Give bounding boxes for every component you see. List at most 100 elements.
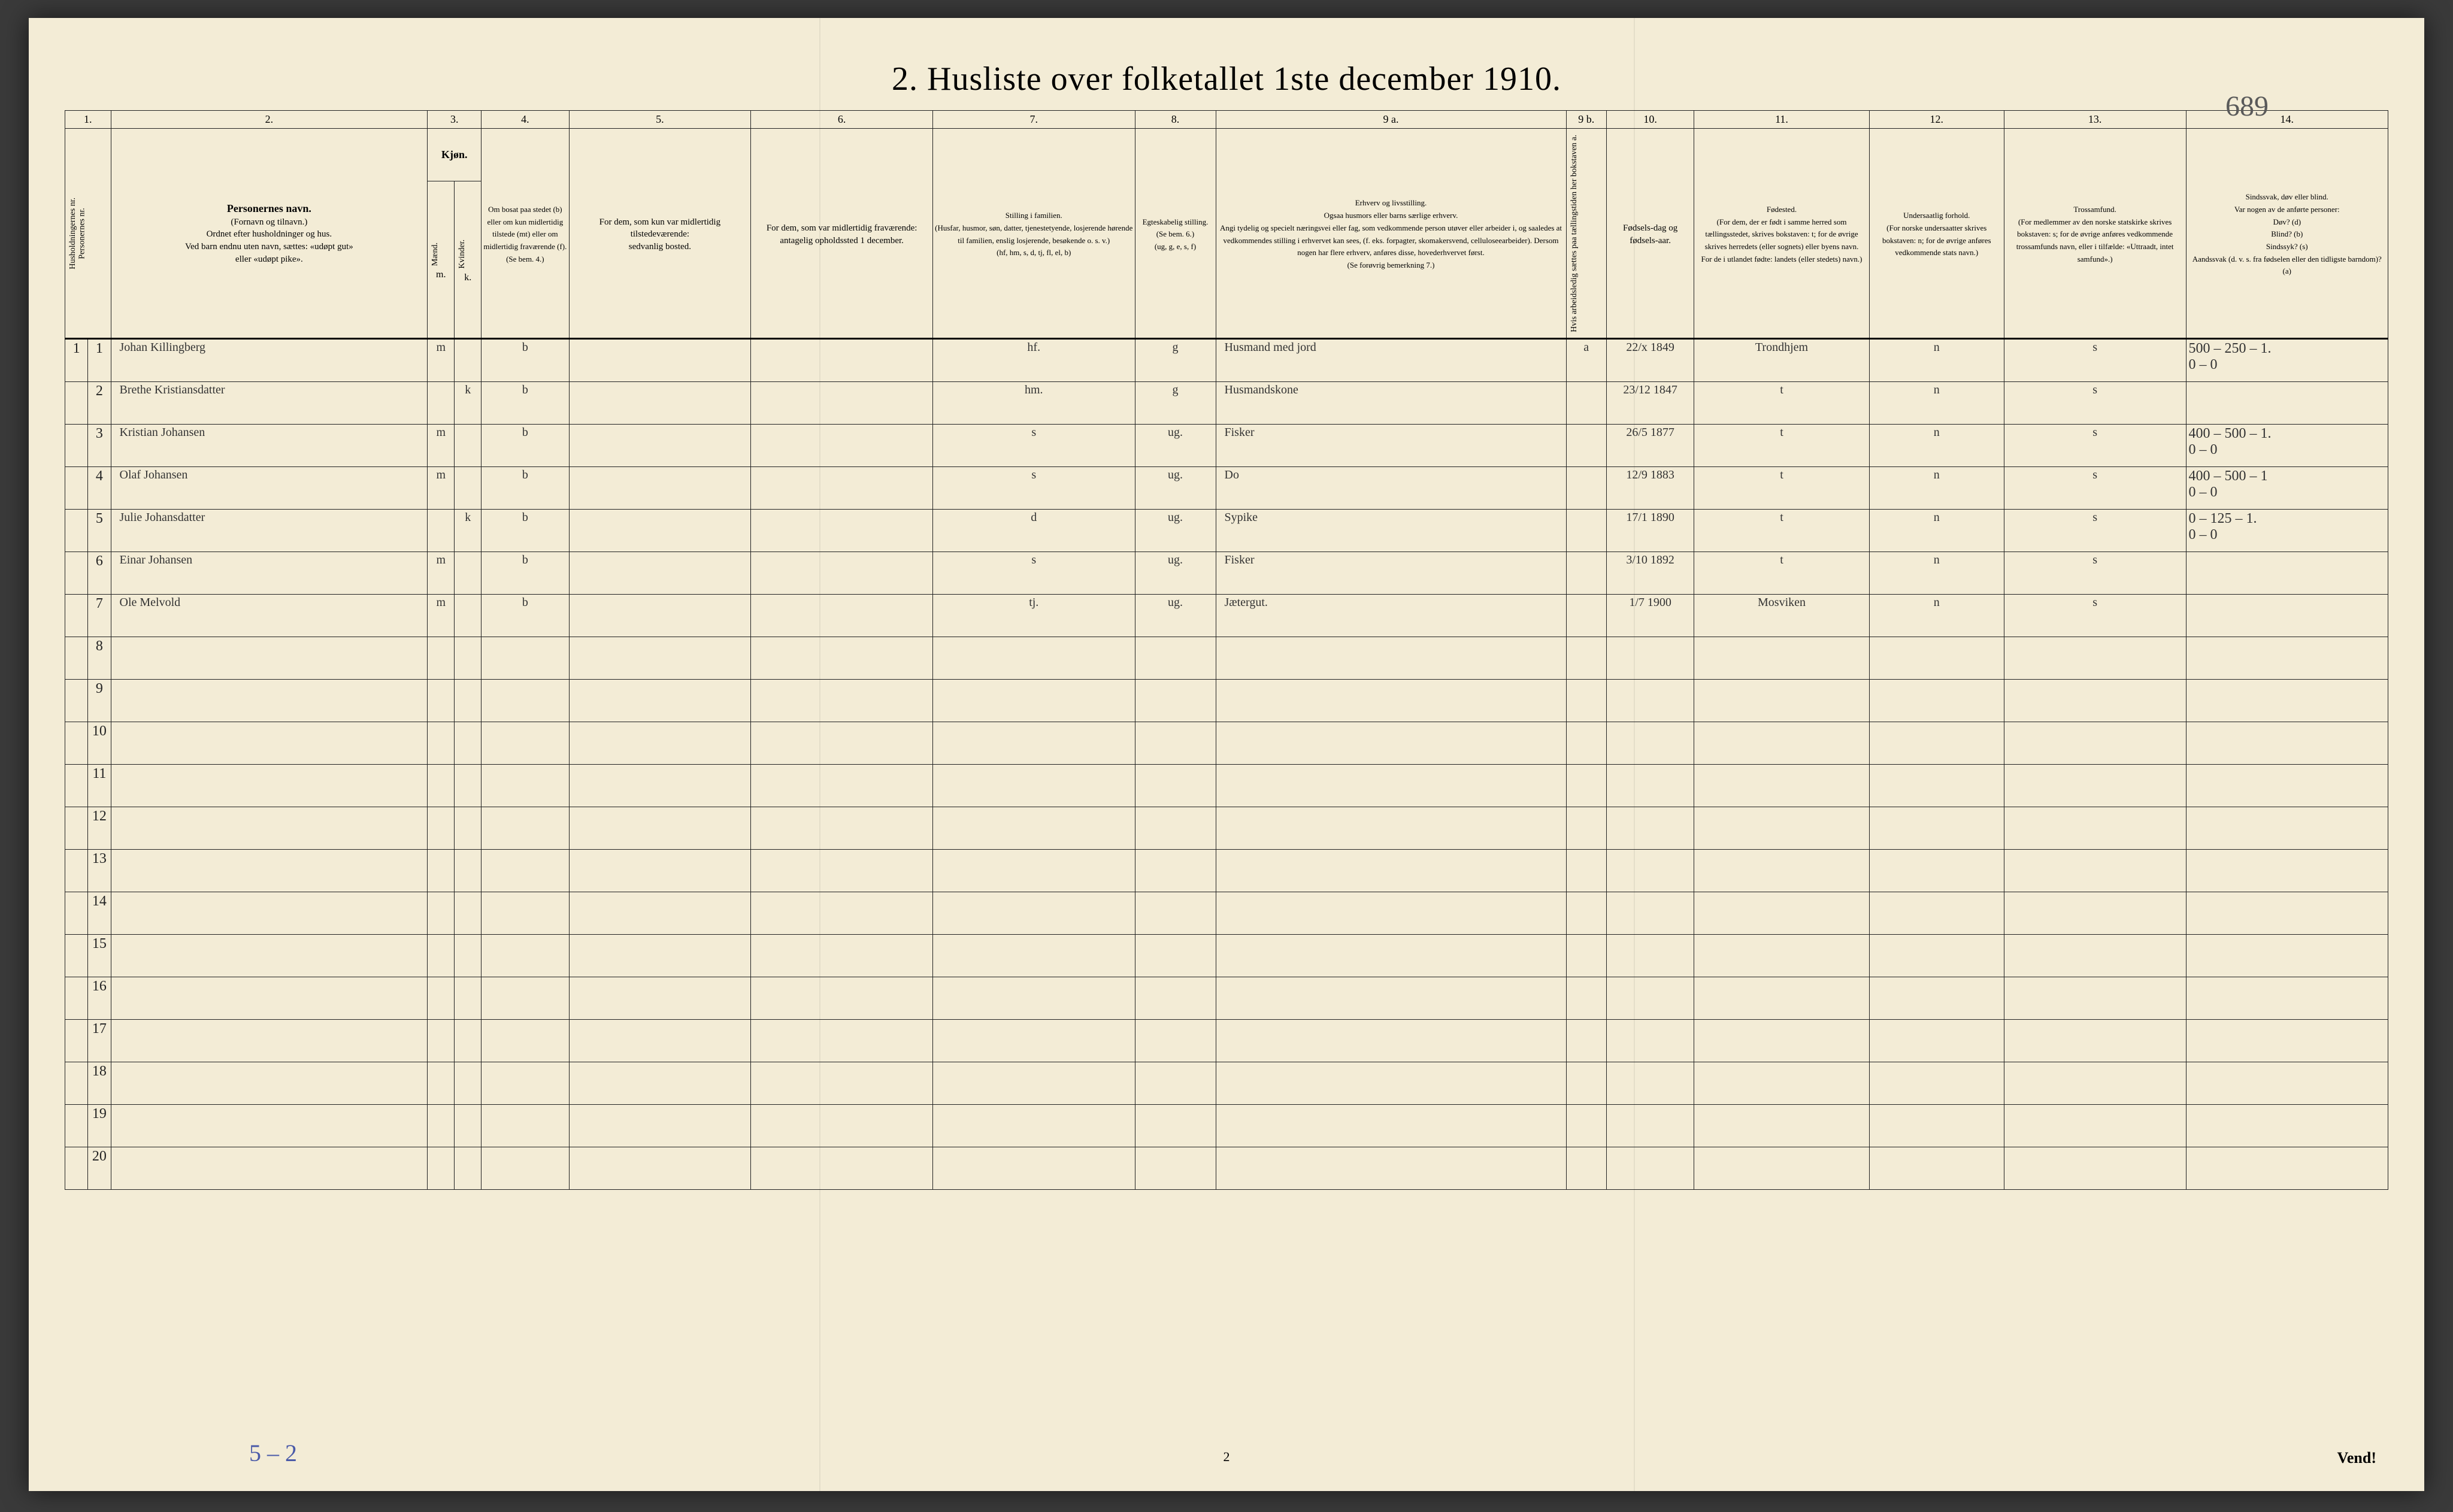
table-cell (455, 637, 481, 680)
column-number: 3. (428, 111, 481, 129)
table-cell (1566, 382, 1607, 425)
table-cell: Olaf Johansen (111, 467, 428, 510)
table-cell (933, 637, 1135, 680)
table-cell: 9 (88, 680, 111, 722)
table-cell (428, 977, 455, 1020)
column-number: 14. (2186, 111, 2388, 129)
table-cell: g (1135, 382, 1216, 425)
table-cell (1694, 1147, 1870, 1190)
table-row: 12 (65, 807, 2388, 850)
table-cell: n (1869, 425, 2004, 467)
table-cell (1566, 850, 1607, 892)
table-cell (481, 850, 569, 892)
table-cell (751, 1020, 933, 1062)
table-cell: 500 – 250 – 1.0 – 0 (2186, 339, 2388, 382)
table-cell (933, 807, 1135, 850)
table-cell: b (481, 339, 569, 382)
table-cell (65, 807, 88, 850)
table-cell (1566, 680, 1607, 722)
table-cell (481, 977, 569, 1020)
table-cell: 4 (88, 467, 111, 510)
table-cell (2186, 637, 2388, 680)
table-cell (2004, 680, 2186, 722)
table-cell (2004, 1020, 2186, 1062)
table-cell (569, 467, 751, 510)
table-cell (1607, 765, 1694, 807)
table-cell: s (2004, 339, 2186, 382)
column-number: 4. (481, 111, 569, 129)
table-cell (569, 977, 751, 1020)
table-cell (455, 339, 481, 382)
table-row: 17 (65, 1020, 2388, 1062)
table-cell (2004, 1062, 2186, 1105)
column-header: For dem, som var midlertidig fraværende:… (751, 128, 933, 339)
table-cell: t (1694, 552, 1870, 595)
table-row: 5Julie Johansdatterkbdug.Sypike17/1 1890… (65, 510, 2388, 552)
table-cell (428, 1147, 455, 1190)
table-cell: b (481, 467, 569, 510)
table-cell (1607, 892, 1694, 935)
table-cell: s (933, 467, 1135, 510)
turn-page-label: Vend! (2337, 1449, 2376, 1467)
table-cell: 26/5 1877 (1607, 425, 1694, 467)
table-cell: Jætergut. (1216, 595, 1566, 637)
column-number: 1. (65, 111, 111, 129)
table-cell (1869, 1147, 2004, 1190)
table-cell (1566, 892, 1607, 935)
table-cell (2186, 807, 2388, 850)
table-cell (65, 1105, 88, 1147)
table-cell (569, 425, 751, 467)
table-cell: Husmandskone (1216, 382, 1566, 425)
column-number: 11. (1694, 111, 1870, 129)
table-cell (569, 892, 751, 935)
table-cell (751, 339, 933, 382)
table-cell (111, 807, 428, 850)
table-cell (455, 1147, 481, 1190)
table-cell: n (1869, 510, 2004, 552)
table-cell (1869, 892, 2004, 935)
table-cell: n (1869, 467, 2004, 510)
table-cell (455, 1062, 481, 1105)
table-cell (1607, 1105, 1694, 1147)
column-number: 12. (1869, 111, 2004, 129)
table-cell (111, 722, 428, 765)
table-cell: s (2004, 552, 2186, 595)
census-page: 2. Husliste over folketallet 1ste decemb… (29, 18, 2424, 1491)
table-cell (1694, 850, 1870, 892)
table-cell (1566, 765, 1607, 807)
table-cell (455, 680, 481, 722)
table-cell (933, 1147, 1135, 1190)
table-cell (1607, 807, 1694, 850)
table-cell (428, 765, 455, 807)
table-cell (1566, 977, 1607, 1020)
table-cell: 3/10 1892 (1607, 552, 1694, 595)
table-cell (1135, 765, 1216, 807)
table-cell: b (481, 552, 569, 595)
table-cell (1869, 1105, 2004, 1147)
table-cell (569, 382, 751, 425)
table-cell (751, 637, 933, 680)
table-cell (2186, 1147, 2388, 1190)
table-cell: 13 (88, 850, 111, 892)
table-cell (65, 637, 88, 680)
table-cell: 1 (65, 339, 88, 382)
table-cell (65, 425, 88, 467)
table-cell (428, 807, 455, 850)
table-cell: 8 (88, 637, 111, 680)
table-cell (569, 510, 751, 552)
page-fold (819, 18, 820, 1491)
table-cell (1216, 807, 1566, 850)
table-cell (569, 595, 751, 637)
table-cell (1216, 1062, 1566, 1105)
table-cell: ug. (1135, 467, 1216, 510)
column-header: For dem, som kun var midlertidig tilsted… (569, 128, 751, 339)
table-cell (1216, 722, 1566, 765)
table-cell (1869, 850, 2004, 892)
table-cell (751, 425, 933, 467)
table-cell (751, 1062, 933, 1105)
table-row: 11 (65, 765, 2388, 807)
table-cell: s (2004, 595, 2186, 637)
table-cell (1566, 1105, 1607, 1147)
table-cell (1607, 935, 1694, 977)
column-number: 5. (569, 111, 751, 129)
